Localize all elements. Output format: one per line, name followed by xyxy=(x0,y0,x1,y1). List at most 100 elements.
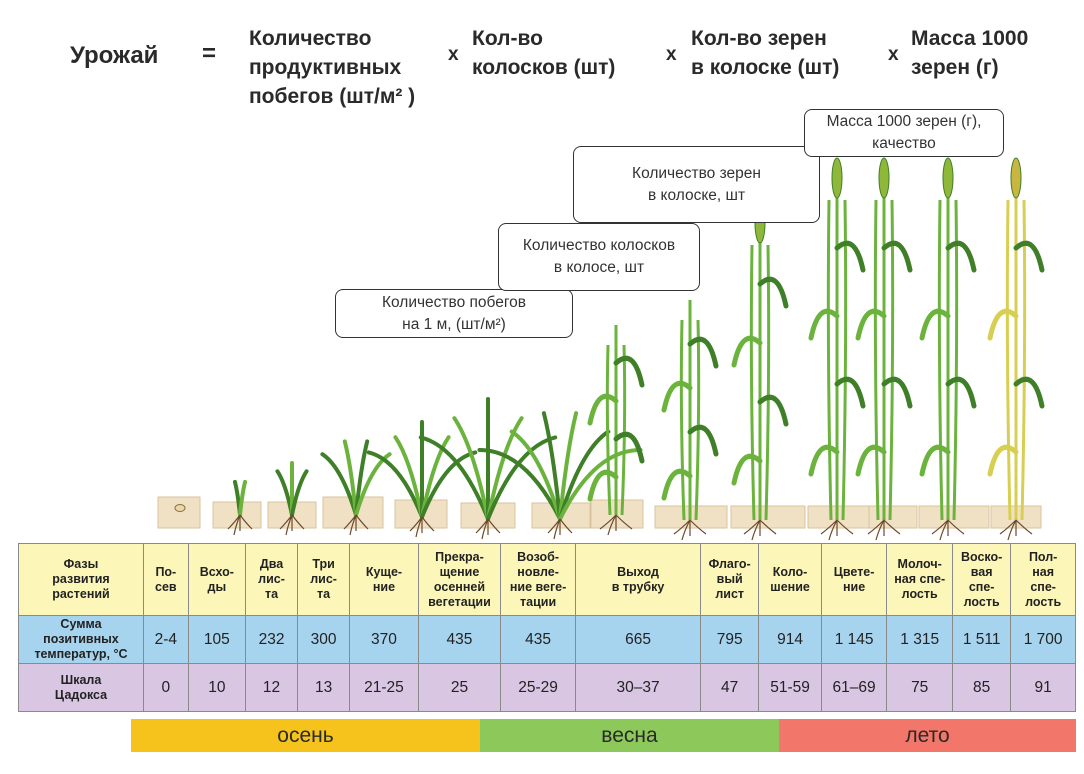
cell-phase-4: Куще- ние xyxy=(349,543,419,616)
plant-spring-regrowth-leaf-1 xyxy=(509,429,562,521)
cell-temp-0: 2-4 xyxy=(142,615,189,664)
cell-phase-5: Прекра- щение осенней вегетации xyxy=(417,543,502,616)
row-phases: Фазы развития растений По- сев Всхо- ды Дв… xyxy=(18,543,1076,616)
formula-factor-shoots: Количество продуктивных побегов (шт/м² ) xyxy=(249,27,416,108)
cell-temp-11: 1 315 xyxy=(886,615,953,664)
plant-spring-regrowth-leaf-2 xyxy=(541,411,562,521)
formula-equals: = xyxy=(202,40,217,67)
cell-temp-6: 435 xyxy=(500,615,577,664)
season-summer: лето xyxy=(779,719,1076,752)
plant-full-ripeness-leaf-3 xyxy=(987,308,1019,341)
plant-heading-leaf-3 xyxy=(731,335,763,368)
plant-tillering-leaf-1 xyxy=(393,435,424,519)
season-autumn: осень xyxy=(131,719,480,752)
cell-phase-0: По- сев xyxy=(142,543,189,616)
cell-zadoks-12: 85 xyxy=(951,663,1012,712)
plant-flag-leaf-leaf-4 xyxy=(687,336,719,369)
formula-times-2: x xyxy=(666,44,677,65)
cell-zadoks-3: 13 xyxy=(297,663,351,712)
plant-flowering-leaf-1 xyxy=(808,444,840,477)
plant-heading-leaf-2 xyxy=(757,394,789,427)
plant-milk-ripeness-stem-0 xyxy=(873,199,880,521)
plant-end-autumn-vegetation-leaf-1 xyxy=(452,416,490,521)
plant-heading-leaf-4 xyxy=(757,276,789,309)
cell-temp-12: 1 511 xyxy=(951,615,1012,664)
cell-temp-2: 232 xyxy=(244,615,299,664)
plant-flowering-roots xyxy=(820,519,854,540)
cell-temp-9: 914 xyxy=(758,615,822,664)
plant-wax-ripeness-leaf-4 xyxy=(945,240,977,273)
plant-tillering-leaf-0 xyxy=(366,450,424,519)
formula-factor-mass: Масса 1000 зерен (г) xyxy=(911,27,1029,79)
header-phases: Фазы развития растений xyxy=(18,543,144,616)
plant-wax-ripeness-roots xyxy=(931,519,965,540)
seed xyxy=(174,504,186,512)
plant-full-ripeness-leaf-2 xyxy=(1013,376,1045,409)
plant-emergence-roots xyxy=(227,514,253,536)
cell-zadoks-13: 91 xyxy=(1010,663,1076,712)
plant-heading-leaf-1 xyxy=(731,453,763,486)
plant-flowering-leaf-4 xyxy=(834,240,866,273)
plant-spring-regrowth-leaf-0 xyxy=(477,448,562,521)
formula-times-1: x xyxy=(448,44,459,65)
season-spring: весна xyxy=(480,719,779,752)
soil-block-0 xyxy=(157,496,201,529)
row-temperature-sum: Сумма позитивных температур, °С 2-4 105 23… xyxy=(18,615,1076,664)
cell-phase-12: Воско- вая спе- лость xyxy=(951,543,1012,616)
formula-factor-spikelets: Кол-во колосков (шт) xyxy=(472,27,616,79)
soil-block-9 xyxy=(730,505,806,529)
plant-end-autumn-vegetation-roots xyxy=(475,518,501,540)
plant-heading-roots xyxy=(743,519,777,540)
cell-temp-8: 795 xyxy=(700,615,760,664)
plant-wax-ripeness-leaf-2 xyxy=(945,376,977,409)
plant-tillering-leaf-3 xyxy=(420,435,451,519)
plant-flowering-stem-2 xyxy=(841,199,848,521)
plant-full-ripeness-leaf-1 xyxy=(987,444,1019,477)
plant-emergence-leaf-1 xyxy=(238,479,248,517)
plant-wax-ripeness-leaf-1 xyxy=(919,444,951,477)
plant-spring-regrowth-leaf-3 xyxy=(558,411,579,521)
cell-phase-10: Цвете- ние xyxy=(820,543,888,616)
plant-stem-extension-leaf-2 xyxy=(613,431,645,464)
cell-phase-6: Возоб- новле- ние веге- тации xyxy=(500,543,577,616)
cell-zadoks-10: 61–69 xyxy=(820,663,888,712)
cell-zadoks-4: 21-25 xyxy=(349,663,419,712)
row-zadoks-scale: Шкала Цадокса 0 10 12 13 21-25 25 25-29 30–37 47… xyxy=(18,663,1076,712)
growth-phases-table: Фазы развития растений По- сев Всхо- ды Дв… xyxy=(18,543,1076,712)
plant-spring-regrowth-roots xyxy=(547,518,573,540)
plant-three-leaves-roots xyxy=(343,514,369,536)
cell-temp-3: 300 xyxy=(297,615,351,664)
plant-stem-extension-leaf-1 xyxy=(587,469,619,502)
cell-temp-4: 370 xyxy=(349,615,419,664)
cell-zadoks-0: 0 xyxy=(142,663,189,712)
plant-stem-extension-leaf-4 xyxy=(613,355,645,388)
plant-end-autumn-vegetation-leaf-0 xyxy=(418,435,490,521)
cell-phase-3: Три лис- та xyxy=(297,543,351,616)
cell-zadoks-8: 47 xyxy=(700,663,760,712)
plant-heading-stem-0 xyxy=(749,244,756,521)
cell-temp-7: 665 xyxy=(575,615,702,664)
plant-flag-leaf-stem-0 xyxy=(679,319,686,521)
plant-stem-extension-roots xyxy=(599,514,633,536)
cell-phase-7: Выход в трубку xyxy=(575,543,702,616)
cell-zadoks-2: 12 xyxy=(244,663,299,712)
plant-end-autumn-vegetation-leaf-3 xyxy=(486,416,524,521)
plant-flag-leaf-leaf-1 xyxy=(661,468,693,501)
plant-stem-extension-stem-0 xyxy=(605,344,612,516)
plant-flag-leaf-stem-2 xyxy=(694,319,701,521)
cell-temp-1: 105 xyxy=(187,615,246,664)
cell-phase-2: Два лис- та xyxy=(244,543,299,616)
plant-two-leaves-leaf-2 xyxy=(290,469,309,517)
cell-phase-11: Молоч- ная спе- лость xyxy=(886,543,953,616)
cell-temp-13: 1 700 xyxy=(1010,615,1076,664)
header-temperature-sum: Сумма позитивных температур, °С xyxy=(18,615,144,664)
plant-milk-ripeness-leaf-2 xyxy=(881,376,913,409)
cell-temp-10: 1 145 xyxy=(820,615,888,664)
callout-thousand-grain-mass: Масса 1000 зерен (г), качество xyxy=(804,109,1004,157)
plant-full-ripeness-roots xyxy=(999,519,1033,540)
plant-full-ripeness-ear xyxy=(1010,157,1022,199)
plant-two-leaves-roots xyxy=(279,514,305,536)
plant-milk-ripeness-ear xyxy=(878,157,890,199)
cell-zadoks-5: 25 xyxy=(417,663,502,712)
plant-flowering-leaf-2 xyxy=(834,376,866,409)
